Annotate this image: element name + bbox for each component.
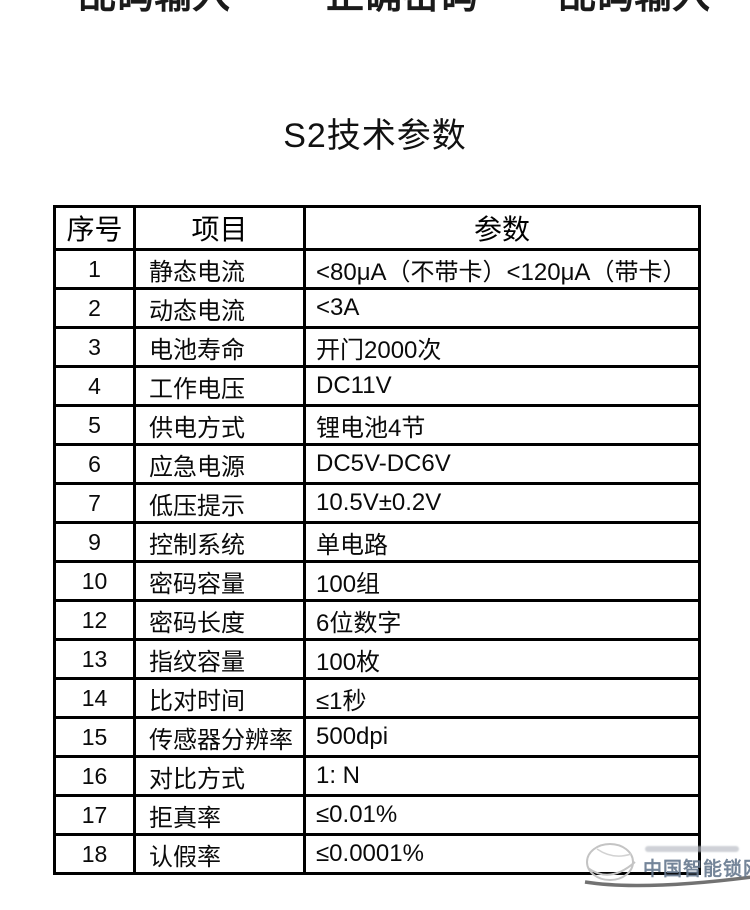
table-row: 2 动态电流 <3A: [53, 287, 701, 329]
cell-no: 13: [53, 638, 136, 680]
cell-no: 16: [53, 755, 136, 797]
cell-param: 开门2000次: [303, 326, 701, 368]
table-row: 3 电池寿命 开门2000次: [53, 326, 701, 368]
cell-param: ≤0.0001%: [303, 833, 701, 875]
table-row: 17 拒真率 ≤0.01%: [53, 794, 701, 836]
caption-random-code-input-left: 乱码输入: [78, 0, 230, 13]
cell-no: 2: [53, 287, 136, 329]
cell-param: ≤0.01%: [303, 794, 701, 836]
cell-item: 拒真率: [133, 794, 306, 836]
cell-param: ≤1秒: [303, 677, 701, 719]
cell-item: 密码容量: [133, 560, 306, 602]
cell-param: 10.5V±0.2V: [303, 482, 701, 524]
cell-param: 单电路: [303, 521, 701, 563]
cell-param: <3A: [303, 287, 701, 329]
cell-no: 9: [53, 521, 136, 563]
cell-no: 18: [53, 833, 136, 875]
page-title: S2技术参数: [283, 117, 467, 155]
cell-no: 6: [53, 443, 136, 485]
cell-no: 17: [53, 794, 136, 836]
cell-item: 比对时间: [133, 677, 306, 719]
cell-item: 密码长度: [133, 599, 306, 641]
cell-no: 3: [53, 326, 136, 368]
cell-param: <80μA（不带卡）<120μA（带卡）: [303, 248, 701, 290]
cell-no: 10: [53, 560, 136, 602]
table-row: 6 应急电源 DC5V-DC6V: [53, 443, 701, 485]
table-row: 12 密码长度 6位数字: [53, 599, 701, 641]
cell-item: 传感器分辨率: [133, 716, 306, 758]
table-row: 7 低压提示 10.5V±0.2V: [53, 482, 701, 524]
cell-param: 1: N: [303, 755, 701, 797]
cell-no: 15: [53, 716, 136, 758]
table-row: 9 控制系统 单电路: [53, 521, 701, 563]
cell-no: 1: [53, 248, 136, 290]
cell-item: 控制系统: [133, 521, 306, 563]
cell-item: 对比方式: [133, 755, 306, 797]
header-param: 参数: [303, 205, 701, 251]
cell-item: 工作电压: [133, 365, 306, 407]
cell-item: 低压提示: [133, 482, 306, 524]
table-row: 4 工作电压 DC11V: [53, 365, 701, 407]
cell-param: DC11V: [303, 365, 701, 407]
cell-param: 100枚: [303, 638, 701, 680]
cell-no: 4: [53, 365, 136, 407]
cell-param: 100组: [303, 560, 701, 602]
cell-item: 静态电流: [133, 248, 306, 290]
table-row: 13 指纹容量 100枚: [53, 638, 701, 680]
header-no: 序号: [53, 205, 136, 251]
cell-item: 应急电源: [133, 443, 306, 485]
header-item: 项目: [133, 205, 306, 251]
cell-no: 7: [53, 482, 136, 524]
cell-item: 认假率: [133, 833, 306, 875]
cell-item: 供电方式: [133, 404, 306, 446]
table-row: 16 对比方式 1: N: [53, 755, 701, 797]
table-row: 18 认假率 ≤0.0001%: [53, 833, 701, 875]
cell-no: 12: [53, 599, 136, 641]
cell-no: 14: [53, 677, 136, 719]
cell-item: 指纹容量: [133, 638, 306, 680]
table-row: 1 静态电流 <80μA（不带卡）<120μA（带卡）: [53, 248, 701, 290]
caption-correct-password: 正确密码: [326, 0, 478, 13]
cell-item: 电池寿命: [133, 326, 306, 368]
table-row: 15 传感器分辨率 500dpi: [53, 716, 701, 758]
caption-random-code-input-right: 乱码输入: [558, 0, 710, 13]
cell-param: 锂电池4节: [303, 404, 701, 446]
table-row: 10 密码容量 100组: [53, 560, 701, 602]
cell-param: DC5V-DC6V: [303, 443, 701, 485]
table-row: 14 比对时间 ≤1秒: [53, 677, 701, 719]
table-row: 5 供电方式 锂电池4节: [53, 404, 701, 446]
cell-param: 6位数字: [303, 599, 701, 641]
top-caption-strip: 乱码输入 正确密码 乱码输入: [0, 0, 750, 13]
cell-item: 动态电流: [133, 287, 306, 329]
cell-no: 5: [53, 404, 136, 446]
cell-param: 500dpi: [303, 716, 701, 758]
table-header-row: 序号 项目 参数: [53, 205, 701, 251]
spec-table: 序号 项目 参数 1 静态电流 <80μA（不带卡）<120μA（带卡） 2 动…: [53, 205, 701, 875]
